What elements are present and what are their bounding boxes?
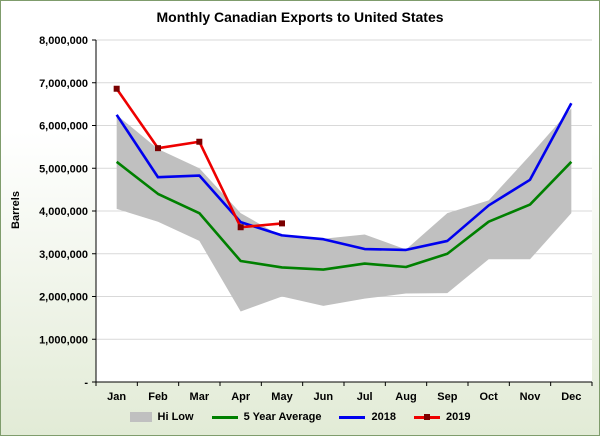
x-tick-label: Feb bbox=[148, 391, 168, 403]
x-tick-label: May bbox=[271, 391, 293, 403]
legend-swatch-5-year-average bbox=[211, 415, 238, 419]
x-tick-label: Jul bbox=[357, 391, 373, 403]
legend-item-2019: 2019 bbox=[413, 411, 471, 423]
x-tick-label: Mar bbox=[190, 391, 210, 403]
y-tick-label: 4,000,000 bbox=[39, 206, 88, 218]
legend-label-2018: 2018 bbox=[371, 411, 396, 423]
data-point-2019 bbox=[155, 145, 161, 152]
y-tick-label: 2,000,000 bbox=[39, 292, 88, 304]
hi-low-band bbox=[116, 108, 572, 312]
y-tick-label: - bbox=[84, 377, 88, 389]
series-line-2018 bbox=[115, 102, 573, 252]
x-tick-labels: Jan Feb Mar Apr May Jun Jul Aug Sep Oct Nov Dec bbox=[107, 391, 581, 403]
y-tick-label: 3,000,000 bbox=[39, 249, 88, 261]
series-5-year-average bbox=[115, 160, 573, 271]
y-tick-label: 8,000,000 bbox=[39, 35, 88, 47]
legend-label-2019: 2019 bbox=[445, 411, 471, 423]
data-point-2019 bbox=[279, 220, 285, 227]
legend-marker-2019 bbox=[423, 413, 430, 420]
x-tick-label: Jan bbox=[107, 391, 126, 403]
x-tick-label: Nov bbox=[520, 391, 542, 403]
legend-item-2018: 2018 bbox=[339, 411, 396, 423]
legend-item-hi-low: Hi Low bbox=[129, 411, 194, 423]
x-tick-label: Jun bbox=[314, 391, 334, 403]
legend-label-5-year-average: 5 Year Average bbox=[243, 411, 322, 423]
legend-swatch-2018 bbox=[339, 415, 366, 419]
y-tick-label: 7,000,000 bbox=[39, 78, 88, 90]
series-2019 bbox=[113, 85, 285, 231]
series-lines bbox=[113, 85, 573, 271]
series-2018 bbox=[115, 102, 573, 252]
chart-title: Monthly Canadian Exports to United State… bbox=[156, 9, 444, 25]
legend-item-5-year-average: 5 Year Average bbox=[211, 411, 322, 423]
hi-low-area bbox=[116, 108, 572, 312]
legend-swatch-2019 bbox=[413, 413, 440, 420]
data-point-2019 bbox=[113, 85, 120, 92]
axes bbox=[92, 39, 593, 386]
data-point-2019 bbox=[237, 224, 244, 231]
legend-label-hi-low: Hi Low bbox=[157, 411, 194, 423]
legend: Hi Low 5 Year Average 2018 2019 bbox=[0, 411, 600, 423]
series-line-5-year-average bbox=[115, 160, 573, 271]
x-tick-label: Aug bbox=[395, 391, 416, 403]
y-tick-label: 5,000,000 bbox=[39, 163, 88, 175]
x-tick-label: Oct bbox=[479, 391, 498, 403]
y-tick-label: 6,000,000 bbox=[39, 121, 88, 133]
y-tick-label: 1,000,000 bbox=[39, 334, 88, 346]
x-tick-label: Apr bbox=[231, 391, 251, 403]
legend-swatch-hi-low bbox=[129, 412, 152, 422]
x-tick-label: Dec bbox=[561, 391, 581, 403]
y-tick-labels: - 1,000,000 2,000,000 3,000,000 4,000,000 5,0… bbox=[39, 35, 88, 389]
x-tick-label: Sep bbox=[437, 391, 457, 403]
data-point-2019 bbox=[196, 138, 203, 145]
